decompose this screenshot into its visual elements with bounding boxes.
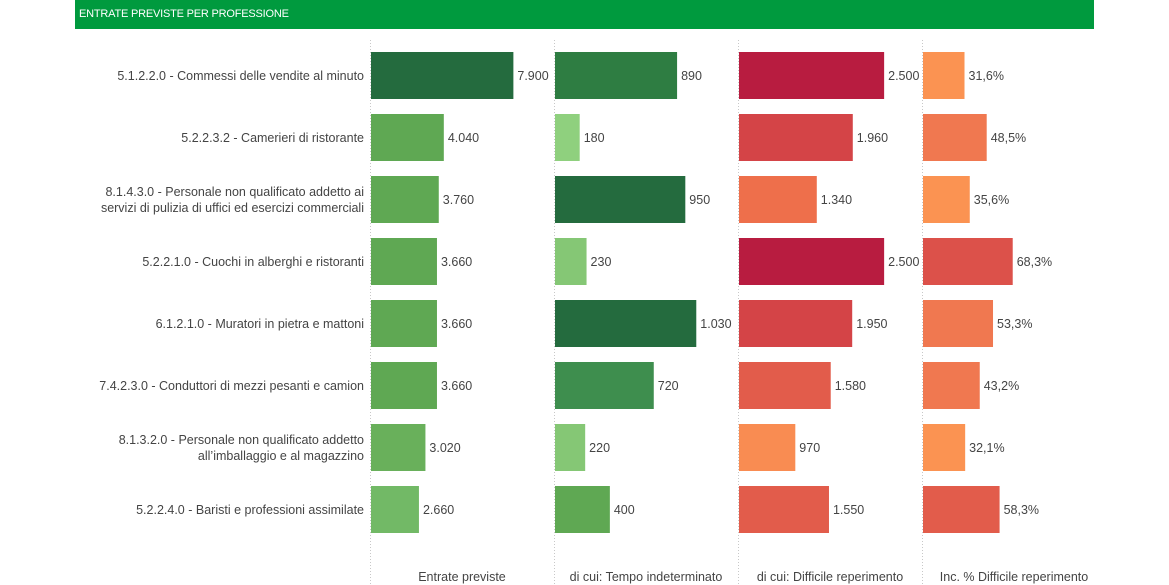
data-label: 220 (589, 441, 610, 455)
bar (371, 486, 419, 533)
data-label: 48,5% (991, 131, 1026, 145)
column-title: di cui: Difficile reperimento (757, 570, 903, 584)
bar (371, 176, 439, 223)
bar (739, 52, 885, 99)
data-label: 53,3% (997, 317, 1032, 331)
data-label: 3.660 (441, 255, 472, 269)
data-label: 970 (799, 441, 820, 455)
category-label: 5.2.2.3.2 - Camerieri di ristorante (181, 131, 364, 145)
category-label: 5.1.2.2.0 - Commessi delle vendite al mi… (117, 69, 364, 83)
bar (555, 176, 686, 223)
category-label-line: 7.4.2.3.0 - Conduttori di mezzi pesanti … (99, 379, 364, 393)
category-label-line: all’imballaggio e al magazzino (198, 449, 364, 463)
data-label: 1.580 (835, 379, 866, 393)
data-label: 720 (658, 379, 679, 393)
bar (371, 362, 437, 409)
category-label: 5.2.2.4.0 - Baristi e professioni assimi… (136, 503, 364, 517)
bar (923, 238, 1013, 285)
data-label: 1.030 (700, 317, 731, 331)
data-label: 2.500 (888, 255, 919, 269)
bar (923, 486, 1000, 533)
category-label: 8.1.4.3.0 - Personale non qualificato ad… (101, 185, 364, 215)
data-label: 3.020 (429, 441, 460, 455)
category-label-line: 8.1.3.2.0 - Personale non qualificato ad… (119, 433, 364, 447)
bar (555, 52, 678, 99)
bar (555, 300, 697, 347)
category-label: 8.1.3.2.0 - Personale non qualificato ad… (119, 433, 364, 463)
category-label-line: 5.2.2.3.2 - Camerieri di ristorante (181, 131, 364, 145)
data-label: 58,3% (1004, 503, 1039, 517)
category-label-line: 5.2.2.4.0 - Baristi e professioni assimi… (136, 503, 364, 517)
data-label: 4.040 (448, 131, 479, 145)
bar (555, 114, 580, 161)
category-label: 6.1.2.1.0 - Muratori in pietra e mattoni (156, 317, 364, 331)
column-title: Entrate previste (418, 570, 506, 584)
data-label: 950 (689, 193, 710, 207)
data-label: 1.550 (833, 503, 864, 517)
bar (923, 176, 970, 223)
data-label: 35,6% (974, 193, 1009, 207)
data-label: 31,6% (969, 69, 1004, 83)
bar (923, 52, 965, 99)
category-label: 7.4.2.3.0 - Conduttori di mezzi pesanti … (99, 379, 364, 393)
data-label: 180 (584, 131, 605, 145)
data-label: 32,1% (969, 441, 1004, 455)
bar (739, 176, 817, 223)
bar (739, 300, 853, 347)
column-title: di cui: Tempo indeterminato (570, 570, 723, 584)
bar (371, 52, 514, 99)
bar (923, 424, 966, 471)
category-label: 5.2.2.1.0 - Cuochi in alberghi e ristora… (142, 255, 364, 269)
bar (923, 114, 987, 161)
category-label-line: servizi di pulizia di uffici ed esercizi… (101, 201, 364, 215)
bar (739, 362, 831, 409)
data-label: 7.900 (517, 69, 548, 83)
category-label-line: 5.2.2.1.0 - Cuochi in alberghi e ristora… (142, 255, 364, 269)
column-title: Inc. % Difficile reperimento (940, 570, 1088, 584)
data-label: 2.660 (423, 503, 454, 517)
data-label: 230 (591, 255, 612, 269)
chart-title: ENTRATE PREVISTE PER PROFESSIONE (79, 8, 289, 20)
category-label-line: 5.1.2.2.0 - Commessi delle vendite al mi… (117, 69, 364, 83)
bar (739, 424, 796, 471)
data-label: 3.760 (443, 193, 474, 207)
data-label: 1.960 (857, 131, 888, 145)
bar (371, 424, 426, 471)
bar (555, 424, 586, 471)
data-label: 3.660 (441, 379, 472, 393)
data-label: 43,2% (984, 379, 1019, 393)
data-label: 1.340 (821, 193, 852, 207)
data-label: 400 (614, 503, 635, 517)
bar (739, 486, 829, 533)
data-label: 3.660 (441, 317, 472, 331)
bar (371, 300, 437, 347)
chart-header: ENTRATE PREVISTE PER PROFESSIONE (75, 0, 1094, 29)
bar (923, 362, 980, 409)
data-label: 68,3% (1017, 255, 1052, 269)
bar (555, 238, 587, 285)
bar (555, 362, 654, 409)
bar (739, 114, 853, 161)
data-label: 2.500 (888, 69, 919, 83)
bar (555, 486, 610, 533)
data-label: 890 (681, 69, 702, 83)
category-label-line: 8.1.4.3.0 - Personale non qualificato ad… (105, 185, 364, 199)
bar (739, 238, 885, 285)
bar (371, 238, 437, 285)
bar (923, 300, 994, 347)
category-label-line: 6.1.2.1.0 - Muratori in pietra e mattoni (156, 317, 364, 331)
bar (371, 114, 444, 161)
data-label: 1.950 (856, 317, 887, 331)
